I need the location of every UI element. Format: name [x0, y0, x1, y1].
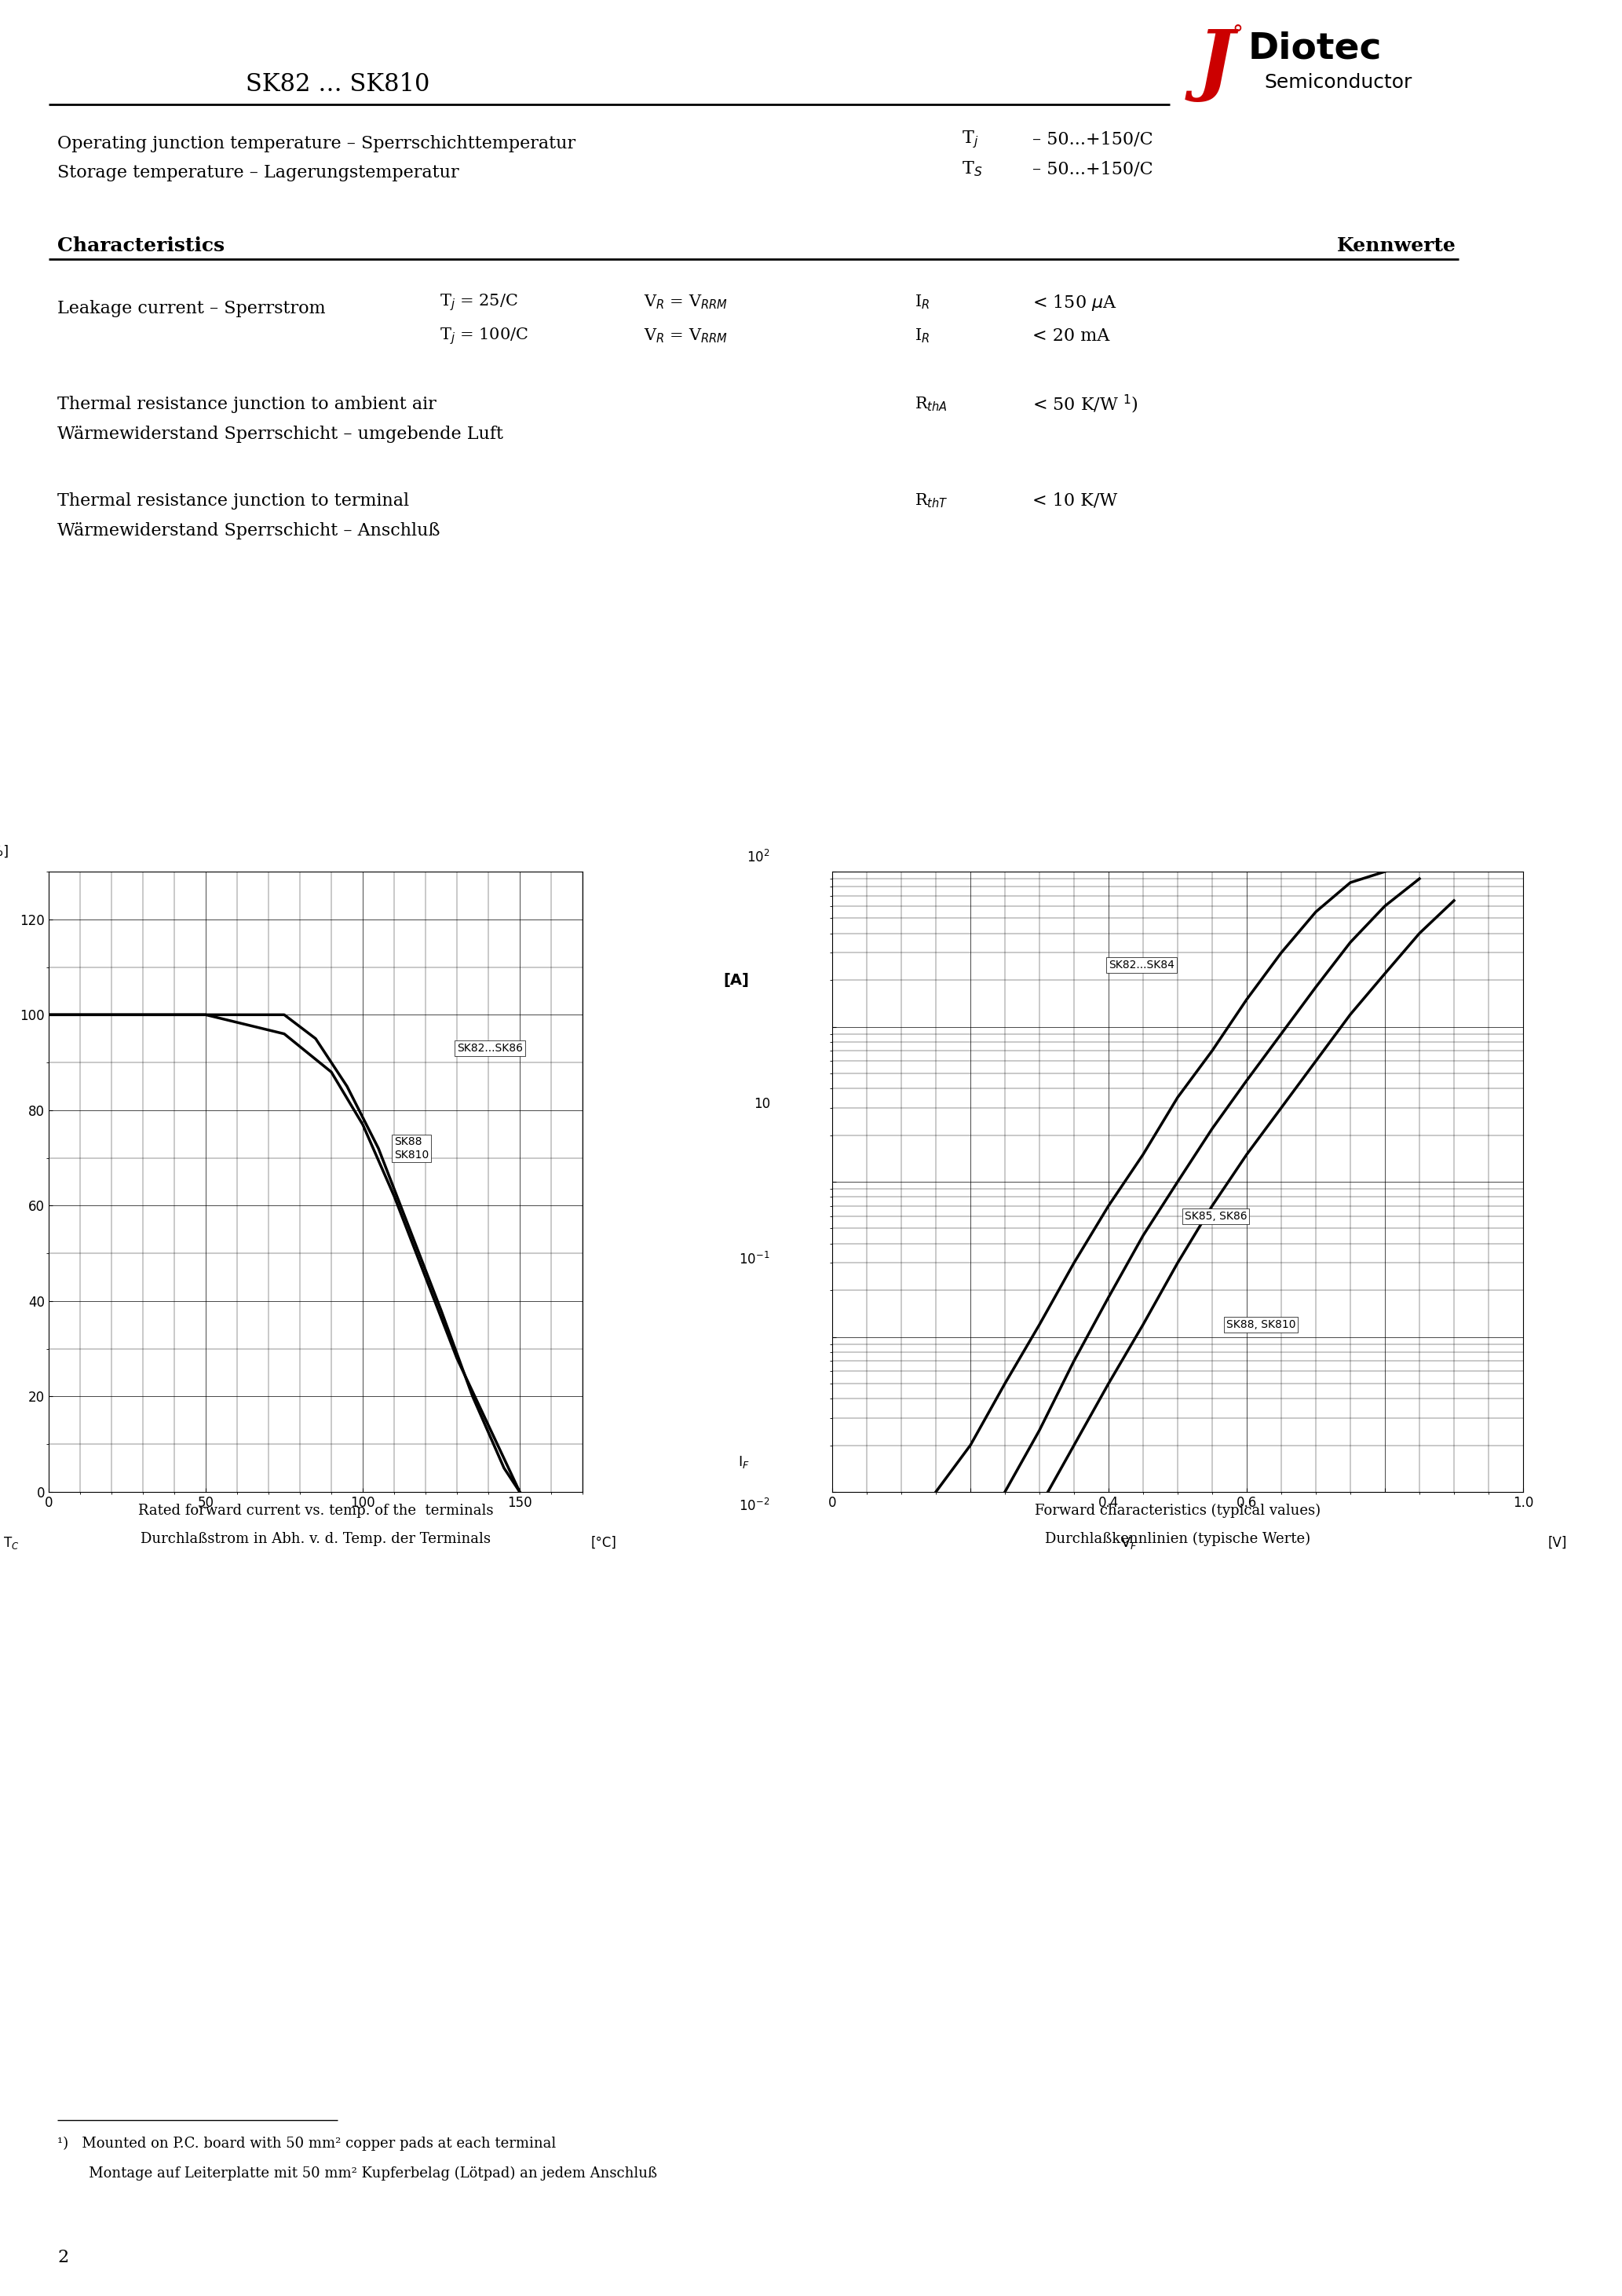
Text: R$_{thA}$: R$_{thA}$	[915, 395, 947, 413]
Text: I$_F$: I$_F$	[738, 1453, 749, 1469]
Text: SK82...SK86: SK82...SK86	[457, 1042, 522, 1054]
Text: – 50...+150/C: – 50...+150/C	[1032, 131, 1153, 149]
Text: V$_R$ = V$_{RRM}$: V$_R$ = V$_{RRM}$	[644, 328, 728, 344]
Text: – 50...+150/C: – 50...+150/C	[1032, 161, 1153, 177]
Text: I$_R$: I$_R$	[915, 294, 929, 312]
Text: [°C]: [°C]	[590, 1536, 616, 1550]
Text: [A]: [A]	[723, 974, 749, 987]
Text: V$_F$: V$_F$	[1121, 1536, 1139, 1552]
Text: Durchlaßkennlinien (typische Werte): Durchlaßkennlinien (typische Werte)	[1045, 1531, 1311, 1545]
Text: Storage temperature – Lagerungstemperatur: Storage temperature – Lagerungstemperatu…	[57, 163, 459, 181]
Text: Thermal resistance junction to ambient air: Thermal resistance junction to ambient a…	[57, 395, 436, 413]
Text: Diotec: Diotec	[1249, 32, 1382, 67]
Text: T$_C$: T$_C$	[3, 1536, 19, 1552]
Text: Semiconductor: Semiconductor	[1264, 73, 1411, 92]
Text: SK88
SK810: SK88 SK810	[394, 1137, 428, 1159]
Text: < 10 K/W: < 10 K/W	[1032, 491, 1118, 510]
Text: T$_j$: T$_j$	[962, 129, 978, 149]
Text: Durchlaßstrom in Abh. v. d. Temp. der Terminals: Durchlaßstrom in Abh. v. d. Temp. der Te…	[141, 1531, 491, 1545]
Text: V$_R$ = V$_{RRM}$: V$_R$ = V$_{RRM}$	[644, 294, 728, 312]
Text: 2: 2	[57, 2248, 68, 2266]
Text: SK82...SK84: SK82...SK84	[1108, 960, 1174, 971]
Text: SK88, SK810: SK88, SK810	[1226, 1320, 1296, 1329]
Text: 10$^2$: 10$^2$	[746, 850, 770, 866]
Text: I$_R$: I$_R$	[915, 328, 929, 344]
Text: T$_S$: T$_S$	[962, 158, 983, 179]
Text: ¹)   Mounted on P.C. board with 50 mm² copper pads at each terminal: ¹) Mounted on P.C. board with 50 mm² cop…	[57, 2138, 556, 2151]
Text: T$_j$ = 100/C: T$_j$ = 100/C	[440, 326, 529, 347]
Text: Rated forward current vs. temp. of the  terminals: Rated forward current vs. temp. of the t…	[138, 1504, 493, 1518]
Text: 10: 10	[754, 1097, 770, 1111]
Text: < 20 mA: < 20 mA	[1032, 328, 1109, 344]
Text: Thermal resistance junction to terminal: Thermal resistance junction to terminal	[57, 491, 409, 510]
Text: < 150 $\mu$A: < 150 $\mu$A	[1032, 292, 1118, 312]
Text: SK82 … SK810: SK82 … SK810	[245, 73, 430, 96]
Text: SK85, SK86: SK85, SK86	[1184, 1210, 1247, 1221]
Text: [V]: [V]	[1547, 1536, 1567, 1550]
Text: Leakage current – Sperrstrom: Leakage current – Sperrstrom	[57, 301, 326, 317]
Text: 10$^{-2}$: 10$^{-2}$	[740, 1497, 770, 1513]
Text: J: J	[1197, 28, 1234, 103]
Text: Kennwerte: Kennwerte	[1337, 236, 1457, 255]
Text: Operating junction temperature – Sperrschichttemperatur: Operating junction temperature – Sperrsc…	[57, 135, 576, 152]
Text: Wärmewiderstand Sperrschicht – umgebende Luft: Wärmewiderstand Sperrschicht – umgebende…	[57, 425, 503, 443]
Text: < 50 K/W $^{1}$): < 50 K/W $^{1}$)	[1032, 393, 1139, 416]
Text: Forward characteristics (typical values): Forward characteristics (typical values)	[1035, 1504, 1320, 1518]
Text: T$_j$ = 25/C: T$_j$ = 25/C	[440, 292, 517, 312]
Text: Montage auf Leiterplatte mit 50 mm² Kupferbelag (Lötpad) an jedem Anschluß: Montage auf Leiterplatte mit 50 mm² Kupf…	[57, 2167, 657, 2181]
Text: R$_{thT}$: R$_{thT}$	[915, 491, 949, 510]
Text: [%]: [%]	[0, 845, 10, 859]
Text: 10$^{-1}$: 10$^{-1}$	[740, 1251, 770, 1267]
Text: Characteristics: Characteristics	[57, 236, 224, 255]
Text: Wärmewiderstand Sperrschicht – Anschluß: Wärmewiderstand Sperrschicht – Anschluß	[57, 521, 440, 540]
Text: °: °	[1231, 23, 1242, 46]
